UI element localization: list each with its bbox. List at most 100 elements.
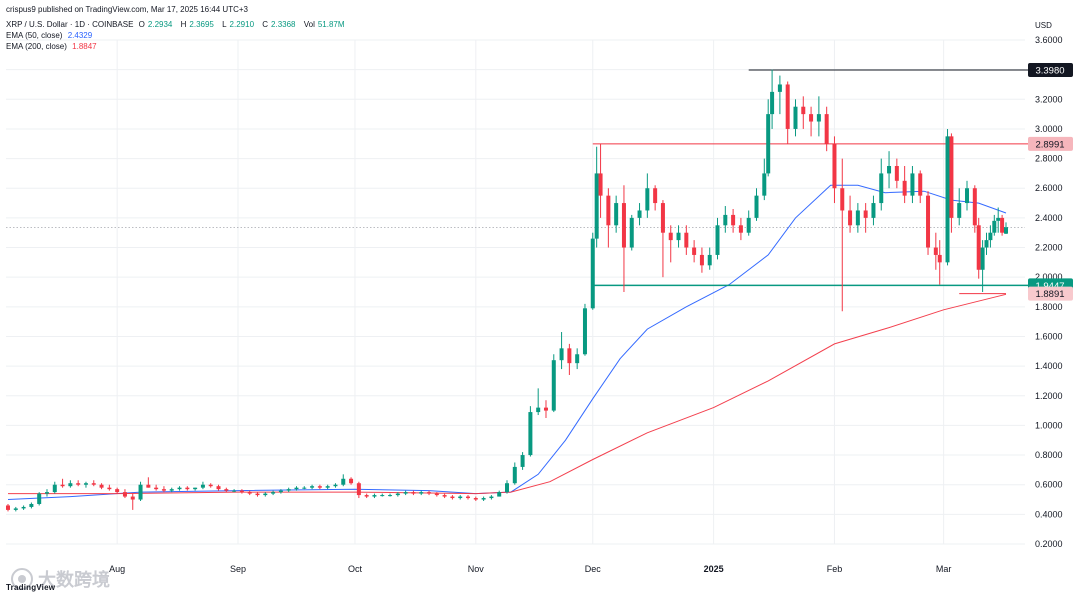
candle-body-down — [130, 496, 135, 500]
open-label: O — [138, 20, 145, 29]
watermark-text: 大数跨境 — [38, 569, 110, 591]
candle-body-up — [177, 487, 182, 490]
candle-body-up — [855, 210, 860, 226]
candle-body-down — [6, 505, 10, 510]
ema200-line — [8, 293, 1007, 495]
high-number: 2.3695 — [189, 20, 214, 29]
candle-body-down — [107, 487, 112, 490]
candle-body-down — [364, 495, 369, 497]
candle-body-up — [388, 495, 393, 497]
candle-body-up — [766, 114, 771, 174]
candle-body-up — [169, 489, 174, 491]
candle-body-down — [356, 483, 361, 496]
candle-body-up — [715, 225, 720, 255]
candle-body-down — [161, 489, 166, 491]
price-label-text: 3.3980 — [1035, 65, 1064, 76]
high-label: H — [180, 20, 187, 29]
candle-body-up — [629, 217, 634, 248]
candle-body-up — [988, 232, 993, 241]
candle-body-down — [918, 173, 923, 196]
candle-body-down — [972, 188, 977, 226]
ema50-legend[interactable]: EMA (50, close) 2.4329 — [6, 31, 95, 41]
time-axis[interactable]: Aug Sep Oct Nov Dec 2025 Feb Mar — [109, 564, 951, 574]
candle-body-down — [466, 496, 471, 499]
tradingview-logo[interactable]: TradingView — [6, 583, 55, 592]
candle-body-up — [333, 484, 338, 487]
candle-body-up — [52, 484, 57, 493]
candle-body-down — [76, 483, 81, 485]
symbol-title: XRP / U.S. Dollar · 1D · COINBASE — [6, 20, 134, 29]
currency-label: USD — [1035, 21, 1052, 30]
candle-body-up — [945, 136, 950, 263]
candle-body-up — [83, 483, 88, 485]
candle-body-down — [115, 489, 120, 493]
candle-body-up — [965, 188, 970, 204]
candle-body-down — [863, 210, 868, 218]
ema200-legend[interactable]: EMA (200, close) 1.8847 — [6, 42, 100, 52]
candle-body-down — [848, 210, 853, 226]
published-line: crispus9 published on TradingView.com, M… — [6, 5, 248, 14]
candle-body-up — [37, 493, 42, 504]
candle-body-up — [325, 486, 330, 488]
candle-body-down — [349, 478, 354, 484]
low-label: L — [222, 20, 227, 29]
candle-body-up — [403, 492, 408, 494]
candle-body-up — [505, 483, 509, 493]
candle-body-up — [879, 173, 884, 204]
candle-body-down — [317, 486, 322, 488]
close-label: C — [262, 20, 269, 29]
candle-body-up — [910, 173, 915, 196]
candle-body-down — [60, 484, 65, 487]
candle-body-up — [341, 478, 346, 485]
candle-body-down — [949, 136, 954, 218]
candle-body-down — [832, 143, 837, 189]
candle-body-up — [395, 493, 400, 496]
volume-number: 51.87M — [317, 20, 345, 29]
candle-body-up — [762, 173, 767, 196]
open-number: 2.2934 — [147, 20, 173, 29]
candle-body-down — [660, 203, 665, 233]
candle-body-up — [575, 354, 580, 364]
candle-body-down — [894, 166, 899, 181]
candle-body-down — [976, 225, 981, 270]
candle-body-up — [754, 195, 759, 218]
low-value: L 2.2910 — [222, 20, 257, 29]
candle-body-up — [582, 308, 587, 355]
y-tick-label: 2.6000 — [1035, 183, 1063, 193]
y-tick-label: 1.4000 — [1035, 361, 1063, 371]
candle-body-up — [13, 508, 18, 510]
candle-body-down — [411, 492, 416, 494]
candle-body-down — [933, 247, 938, 255]
candle-body-up — [200, 484, 205, 488]
candle-body-up — [614, 203, 619, 226]
price-label-box — [1028, 136, 1073, 151]
candle-body-up — [193, 487, 198, 490]
x-tick-label: Oct — [348, 564, 363, 574]
candle-body-up — [536, 407, 541, 413]
horizontal-levels[interactable] — [592, 69, 1028, 295]
candle-body-up — [44, 492, 49, 494]
close-value: C 2.3368 — [262, 20, 298, 29]
price-label-text: 2.8991 — [1035, 139, 1064, 150]
volume-value: Vol 51.87M — [304, 20, 348, 29]
candle-body-down — [801, 106, 806, 115]
candle-body-down — [146, 484, 151, 488]
candle-body-up — [419, 492, 424, 494]
candle-body-down — [738, 225, 743, 233]
ema50-line — [7, 184, 1007, 500]
candle-body-up — [707, 254, 712, 266]
candle-body-down — [473, 498, 478, 500]
candle-body-up — [590, 238, 595, 309]
watermark-logo: 大数跨境 — [11, 568, 110, 591]
x-tick-label: Feb — [827, 564, 843, 574]
candle-body-down — [731, 214, 736, 226]
candle-body-up — [489, 496, 494, 499]
x-tick-label: 2025 — [704, 564, 724, 574]
candle-body-up — [992, 220, 997, 233]
candle-body-up — [138, 484, 143, 500]
candle-body-up — [816, 114, 821, 122]
ema50-value: 2.4329 — [67, 31, 93, 40]
candle-body-down — [543, 407, 548, 411]
